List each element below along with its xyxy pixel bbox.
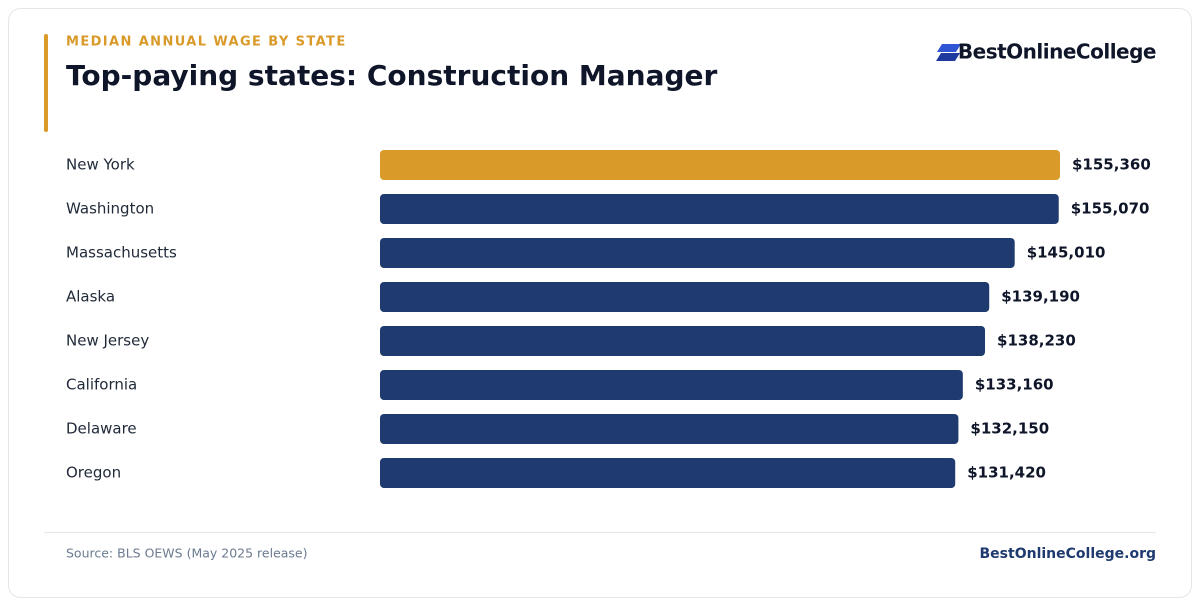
value-label: $133,160 [975, 376, 1054, 394]
value-label: $145,010 [1027, 244, 1106, 262]
logo-icon-bottom [936, 53, 960, 61]
category-label: Delaware [66, 420, 137, 438]
category-label: New York [66, 156, 135, 174]
value-label: $155,360 [1072, 156, 1151, 174]
brand-logo: BestOnlineCollege [936, 40, 1157, 64]
value-label: $138,230 [997, 332, 1076, 350]
bar [380, 414, 959, 444]
value-label: $132,150 [970, 420, 1049, 438]
value-label: $155,070 [1071, 200, 1150, 218]
source-note: Source: BLS OEWS (May 2025 release) [66, 546, 308, 561]
category-label: Washington [66, 200, 154, 218]
brand-name: BestOnlineCollege [958, 40, 1156, 64]
category-label: Alaska [66, 288, 115, 306]
footer-link[interactable]: BestOnlineCollege.org [980, 546, 1156, 562]
bar [380, 150, 1060, 180]
category-label: Oregon [66, 464, 121, 482]
bar [380, 238, 1015, 268]
value-label: $139,190 [1001, 288, 1080, 306]
accent-bar [44, 34, 48, 132]
bar [380, 370, 963, 400]
chart-title: Top-paying states: Construction Manager [66, 59, 717, 92]
subtitle: MEDIAN ANNUAL WAGE BY STATE [66, 35, 347, 50]
category-label: Massachusetts [66, 244, 177, 262]
category-label: California [66, 376, 137, 394]
bar [380, 282, 990, 312]
bars: New York $155,360 Washington $155,070 Massac… [66, 150, 1151, 488]
logo-icon-top [937, 44, 961, 52]
value-label: $131,420 [967, 464, 1046, 482]
category-label: New Jersey [66, 332, 149, 350]
bar [380, 326, 986, 356]
bar [380, 458, 956, 488]
bar [380, 194, 1059, 224]
